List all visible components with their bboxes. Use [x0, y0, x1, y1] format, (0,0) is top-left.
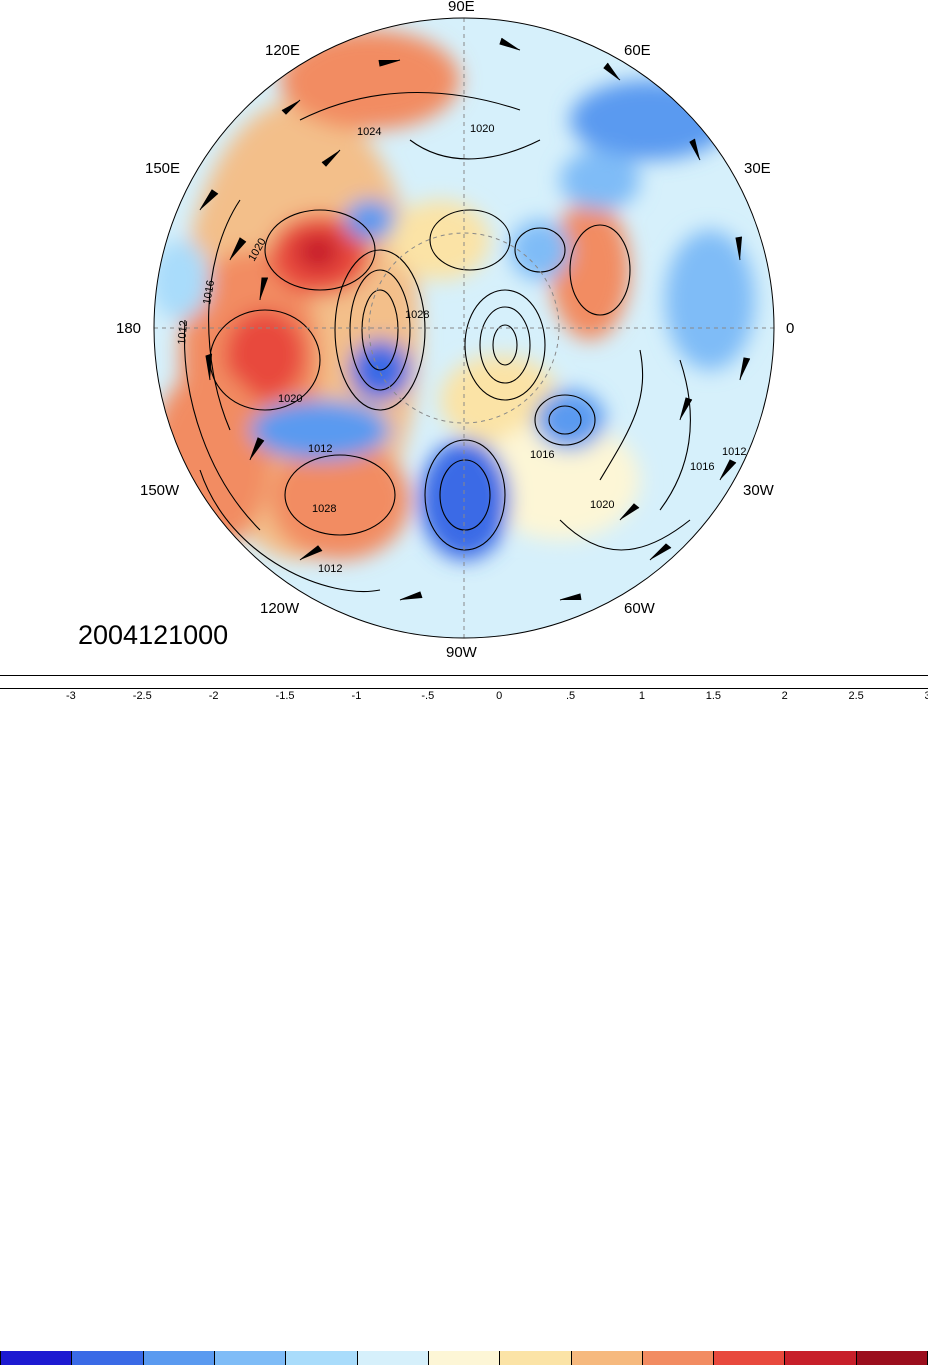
wind-barbs	[199, 37, 751, 601]
colorbar-tick-label: -1.5	[275, 690, 295, 702]
colorbar-swatch	[143, 1351, 215, 1365]
contour-label-1028-b: 1028	[405, 309, 429, 321]
contour-label-1024: 1024	[357, 126, 381, 138]
colorbar-swatch	[286, 1351, 358, 1365]
contour-label-1012-d: 1012	[722, 446, 746, 458]
colorbar-tick-label: 1	[638, 690, 646, 702]
date-label: 2004121000	[78, 620, 229, 650]
colorbar-tick-label: 0	[496, 690, 503, 702]
lon-label-90e: 90E	[448, 0, 475, 15]
lon-label-30e: 30E	[744, 160, 771, 177]
colorbar-tick-label: -1	[351, 690, 362, 702]
lon-label-180: 180	[116, 320, 142, 337]
colorbar-tick-label: 2	[781, 690, 788, 702]
contour-label-1020-c: 1020	[590, 499, 614, 511]
colorbar-swatch	[72, 1351, 144, 1365]
anomaly-field	[154, 18, 774, 638]
graticule	[154, 18, 774, 638]
lon-label-30w: 30W	[743, 482, 774, 499]
colorbar-swatch	[642, 1351, 715, 1365]
contour-label-1016-a: 1016	[201, 279, 217, 305]
colorbar-swatch	[357, 1351, 429, 1365]
contour-label-1028-a: 1028	[312, 503, 336, 515]
colorbar-tick-label: -2	[208, 690, 219, 702]
colorbar-swatch	[785, 1351, 857, 1365]
colorbar-tick-label: 1.5	[705, 690, 721, 702]
colorbar-swatch	[214, 1351, 287, 1365]
lon-label-60w: 60W	[624, 600, 655, 617]
lon-label-90w: 90W	[446, 644, 477, 661]
contour-labels: 1020 1016 1012 1020 1012 1028 1012 1028 …	[176, 123, 746, 575]
colorbar-tick-label: .5	[565, 690, 576, 702]
lon-label-150e: 150E	[145, 160, 181, 177]
colorbar-swatch	[428, 1351, 501, 1365]
colorbar-swatch	[714, 1351, 786, 1365]
contour-label-1016-c: 1016	[690, 461, 714, 473]
lon-label-120e: 120E	[265, 42, 301, 59]
contour-label-1012-c: 1012	[318, 563, 342, 575]
lon-label-0: 0	[786, 320, 795, 337]
colorbar-tick-label: 3	[924, 690, 928, 702]
contour-label-1020-b: 1020	[278, 393, 302, 405]
lon-label-60e: 60E	[624, 42, 651, 59]
colorbar-tick-label: -.5	[421, 690, 435, 702]
pressure-contours	[183, 91, 691, 592]
colorbar-tick-label: 2.5	[848, 690, 864, 702]
contour-label-1016-b: 1016	[530, 449, 554, 461]
colorbar-swatch	[500, 1351, 572, 1365]
contour-label-1012-b: 1012	[308, 443, 332, 455]
colorbar	[0, 675, 928, 1365]
polar-map: 1020 1016 1012 1020 1012 1028 1012 1028 …	[153, 17, 775, 639]
contour-label-1020-d: 1020	[470, 123, 494, 135]
colorbar-swatch	[856, 1351, 928, 1365]
lon-label-150w: 150W	[140, 482, 180, 499]
contour-label-1012-a: 1012	[176, 320, 190, 345]
colorbar-swatch	[0, 1351, 73, 1365]
colorbar-tick-label: -3	[65, 690, 76, 702]
colorbar-tick-label: -2.5	[132, 690, 152, 702]
lon-label-120w: 120W	[260, 600, 300, 617]
colorbar-swatch	[571, 1351, 643, 1365]
